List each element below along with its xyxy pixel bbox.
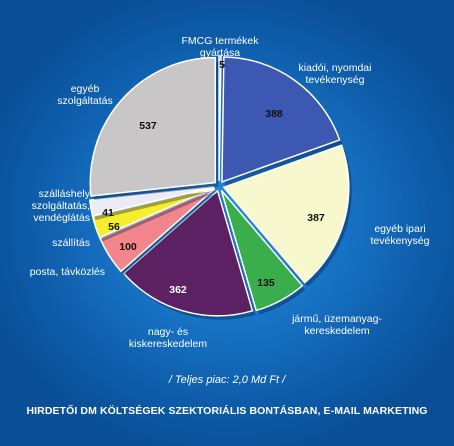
value-fmcg: 5 [219, 59, 225, 71]
pie-slice-egyeb-szolg [89, 56, 217, 197]
label-jarmu-line1: jármű, üzemanyag- [292, 313, 382, 325]
pie-slice-egyeb-ipari [222, 144, 350, 284]
label-kiadoi-line2: tevékenység [305, 74, 365, 86]
pie-slice-posta [99, 187, 216, 273]
label-egyeb-ipari-line1: egyéb ipari [374, 223, 426, 235]
pie-slice-nagy [122, 189, 254, 317]
value-nagy: 362 [169, 284, 187, 296]
chart-title: HIRDETŐI DM KÖLTSÉGEK SZEKTORIÁLIS BONTÁ… [26, 405, 428, 417]
value-jarmu: 135 [257, 277, 275, 289]
pie-slice-fmcg [218, 55, 222, 182]
label-egyeb-ipari: egyéb ipari tevékenység [355, 223, 445, 247]
label-kiadoi-line1: kiadói, nyomdai [298, 62, 372, 74]
pie-slice-szallitas [91, 186, 215, 239]
pie-slice-shadow-szallitas [95, 191, 218, 242]
label-szallitas-line1: szállítás [52, 237, 90, 249]
label-egyeb-ipari-line2: tevékenység [370, 235, 430, 247]
value-kiadoi: 388 [265, 108, 283, 120]
value-egyeb-ipari: 387 [307, 212, 325, 224]
pie-slice-jarmu [220, 189, 304, 312]
value-egyeb-szolg: 537 [139, 120, 157, 132]
label-egyeb-szolg-line1: egyéb [70, 83, 100, 95]
pie-slice-shadow-szallashely [92, 190, 218, 220]
label-szallashely-line2: szolgáltatás, [31, 200, 90, 212]
value-szallitas: 56 [108, 221, 120, 233]
label-nagy-line2: kiskereskedelem [128, 338, 208, 350]
pie-slice-kiadoi [221, 56, 341, 184]
label-fmcg-line2: gyártása [199, 47, 241, 59]
label-jarmu-line2: kereskedelem [304, 325, 370, 337]
label-posta: posta, távközlés [10, 266, 105, 278]
total-market-note: / Teljes piac: 2,0 Md Ft / [168, 374, 286, 386]
label-szallashely-line3: vendéglátás [33, 212, 90, 224]
label-szallashely-line1: szálláshely [38, 188, 90, 200]
label-fmcg: FMCG termékek gyártása [150, 35, 290, 59]
label-szallashely: szálláshely szolgáltatás, vendéglátás [5, 188, 90, 224]
value-szallashely: 41 [102, 207, 114, 219]
pie-slice-szallashely [88, 186, 215, 217]
label-posta-line1: posta, távközlés [29, 266, 105, 278]
label-kiadoi: kiadói, nyomdai tevékenység [280, 62, 390, 86]
label-fmcg-line1: FMCG termékek [181, 35, 259, 47]
label-egyeb-szolg: egyéb szolgáltatás [40, 83, 130, 107]
label-nagy: nagy- és kiskereskedelem [118, 326, 218, 350]
label-egyeb-szolg-line2: szolgáltatás [57, 95, 113, 107]
label-szallitas: szállítás [10, 237, 90, 249]
label-nagy-line1: nagy- és [147, 326, 189, 338]
value-posta: 100 [119, 241, 137, 253]
label-jarmu: jármű, üzemanyag- kereskedelem [282, 313, 392, 337]
